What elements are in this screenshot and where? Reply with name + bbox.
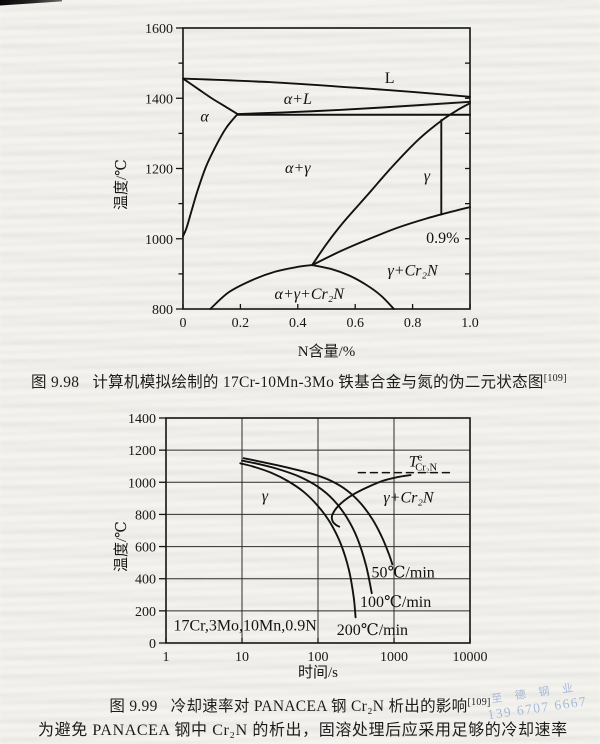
x-axis-title: 时间/s (298, 664, 338, 681)
y-tick-label: 1000 (128, 476, 156, 491)
x-tick-label: 1.0 (461, 316, 479, 331)
label-segment: γ (262, 488, 269, 505)
citation-reference: [109] (543, 372, 567, 384)
x-axis-title: N含量/% (298, 343, 356, 360)
curve-dome-left (209, 264, 314, 310)
y-tick-label: 200 (135, 605, 156, 620)
x-tick-label: 0.2 (232, 316, 250, 331)
region-label-gamma-cr2n: γ+Cr₂N (387, 262, 439, 279)
region-label-gamma: γ (424, 168, 431, 185)
curve-alpha-gamma-left-boundary (182, 113, 239, 238)
label-segment: α+γ (285, 160, 311, 177)
figure-9-98-caption-text: 计算机模拟绘制的 17Cr-10Mn-3Mo 铁基合金与氮的伪二元状态图 (92, 374, 544, 391)
figure-9-99-label: 图 9.99 (109, 698, 158, 715)
region-label-l: L (385, 70, 395, 87)
curve-label-100c-min: 100℃/min (360, 594, 431, 611)
y-tick-label: 800 (152, 303, 173, 318)
figure-9-99-cooling-rate-chart: 1 10 100 1000 10000 0 200 400 600 800 1000 1200 1400… (113, 412, 488, 681)
curve-cooling-200c-min (239, 462, 357, 619)
label-segment: e (418, 452, 423, 463)
label-segment: 50℃/min (372, 564, 435, 581)
label-segment: T (409, 453, 419, 470)
region-label-gamma-cr2n: γ+Cr₂N (383, 490, 435, 507)
label-segment: Cr₂N (415, 462, 437, 473)
y-tick-label: 1200 (145, 163, 173, 178)
label-segment: 17Cr,3Mo,10Mn,0.9N (173, 617, 317, 634)
annotation-composition: 17Cr,3Mo,10Mn,0.9N (173, 617, 317, 634)
label-segment: 100℃/min (360, 594, 431, 611)
label-segment: L (385, 70, 395, 87)
y-tick-label: 800 (135, 508, 156, 523)
curve-liquidus (182, 77, 471, 98)
figure-9-98-caption: 图 9.98 计算机模拟绘制的 17Cr-10Mn-3Mo 铁基合金与氮的伪二元状… (31, 370, 596, 392)
curve-label-200c-min: 200℃/min (337, 622, 408, 639)
y-tick-label: 1200 (128, 444, 156, 459)
scan-smudge-artifact (0, 0, 62, 8)
curve-cooling-100c-min (241, 459, 373, 595)
citation-reference: [109] (467, 696, 491, 708)
x-tick-label: 10 (235, 650, 249, 665)
figure-9-99-caption-text: 冷却速率对 PANACEA 钢 Cr₂N 析出的影响 (170, 698, 468, 715)
figure-9-98-phase-diagram: 0 0.2 0.4 0.6 0.8 1.0 800 1000 1200 1400 1600 Lα+L α… (113, 22, 479, 360)
figure-9-98-label: 图 9.98 (31, 374, 80, 391)
y-axis-title: 温度/℃ (113, 159, 130, 210)
y-tick-label: 1600 (145, 22, 173, 37)
y-tick-label: 1400 (145, 92, 173, 107)
region-label-alpha-l: α+L (284, 91, 312, 108)
x-tick-label: 0 (180, 316, 187, 331)
region-label-gamma: γ (262, 488, 269, 505)
x-tick-label: 0.6 (346, 316, 364, 331)
curve-label-50c-min: 50℃/min (372, 564, 435, 581)
x-tick-label: 100 (308, 650, 329, 665)
curve-delta-solidus (182, 77, 239, 116)
x-tick-label: 0.4 (289, 316, 307, 331)
curve-cooling-50c-min (242, 457, 394, 566)
region-label-alpha-gamma: α+γ (285, 160, 311, 177)
body-text-line: 为避免 PANACEA 钢中 Cr₂N 的析出，固溶处理后应采用足够的冷却速率 (38, 722, 568, 739)
x-tick-label: 1 (163, 650, 170, 665)
curve-alpha-l-lower-boundary (236, 100, 471, 116)
label-segment: γ+Cr₂N (383, 490, 435, 507)
label-segment: 0.9% (426, 230, 459, 247)
curve-cr2n-precipitation-c-curve (330, 474, 412, 528)
curve-gamma-cr2n-boundary (311, 206, 471, 267)
label-segment: γ+Cr₂N (387, 262, 439, 279)
label-segment: α+γ+Cr₂N (275, 286, 346, 303)
annotation-equilibrium-temp: Te Cr₂N (409, 452, 438, 473)
y-tick-label: 400 (135, 573, 156, 588)
label-segment: α (200, 109, 209, 126)
region-label-alpha-gamma-cr2n: α+γ+Cr₂N (275, 286, 346, 303)
curve-gamma-left-boundary (311, 102, 471, 267)
y-axis-title: 温度/℃ (113, 521, 130, 572)
label-segment: γ (424, 168, 431, 185)
x-tick-label: 1000 (380, 650, 408, 665)
figure-9-99-caption: 图 9.99 冷却速率对 PANACEA 钢 Cr₂N 析出的影响[109] (0, 694, 600, 716)
y-tick-label: 1000 (145, 233, 173, 248)
y-tick-label: 1400 (128, 412, 156, 427)
x-tick-label: 10000 (453, 650, 488, 665)
label-segment: 200℃/min (337, 622, 408, 639)
curve-dome-right (311, 264, 395, 310)
annotation-0-9-percent: 0.9% (426, 230, 459, 247)
x-tick-label: 0.8 (404, 316, 422, 331)
y-tick-label: 600 (135, 541, 156, 556)
region-label-alpha: α (200, 109, 209, 126)
y-tick-label: 0 (149, 637, 156, 652)
label-segment: α+L (284, 91, 312, 108)
